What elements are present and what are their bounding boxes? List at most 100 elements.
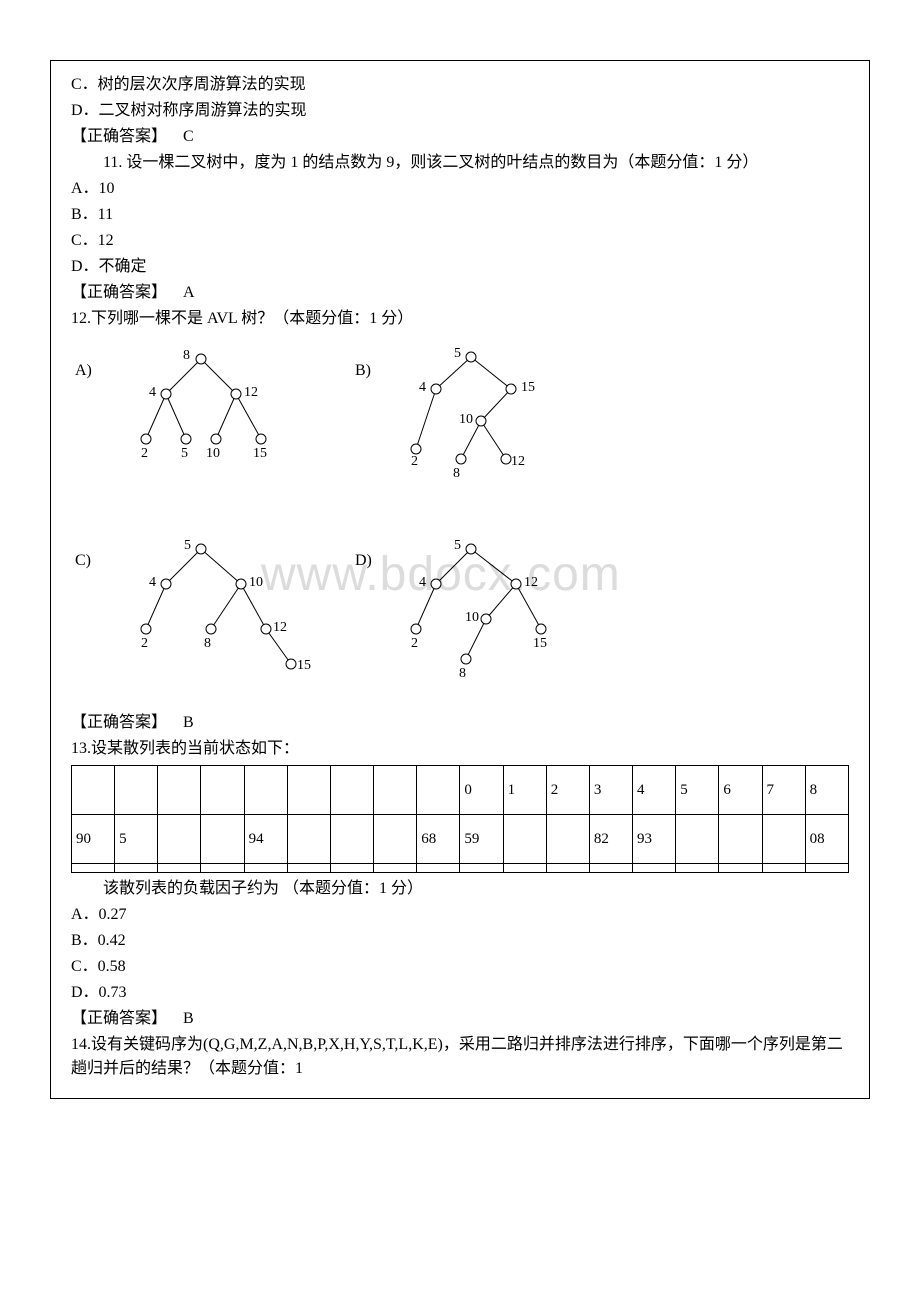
answer-value: B [183,1010,194,1027]
hash-cell [158,864,201,873]
hash-cell [676,864,719,873]
q11-option-b: B．11 [71,203,849,227]
hash-cell [287,864,330,873]
hash-cell [115,766,158,815]
svg-text:5: 5 [454,346,461,361]
hash-cell [805,864,848,873]
tree-c: C) 5410281215 [71,529,351,699]
svg-text:2: 2 [411,636,418,651]
answer-value: A [183,284,195,301]
hash-cell [201,864,244,873]
q13-stem: 13.设某散列表的当前状态如下： [71,737,849,761]
hash-cell [719,815,762,864]
exam-content: C．树的层次次序周游算法的实现 D．二叉树对称序周游算法的实现 【正确答案】 C… [50,60,870,1099]
hash-cell: 08 [805,815,848,864]
hash-cell: 7 [762,766,805,815]
svg-text:12: 12 [244,385,258,400]
svg-text:5: 5 [454,538,461,553]
hash-cell [633,864,676,873]
hash-table: 012345678 905946859829308 [71,765,849,873]
svg-text:12: 12 [273,620,287,635]
hash-row-spacer [72,864,849,873]
q12-stem: 12.下列哪一棵不是 AVL 树？（本题分值：1 分） [71,307,849,331]
hash-cell [417,766,460,815]
tree-a-svg: 8412251015 [71,339,351,509]
hash-row-index: 012345678 [72,766,849,815]
hash-cell [503,815,546,864]
tree-c-svg: 5410281215 [71,529,351,699]
q13-tail: 该散列表的负载因子约为 （本题分值：1 分） [71,877,849,901]
svg-text:2: 2 [411,454,418,469]
hash-cell [719,864,762,873]
svg-text:15: 15 [533,636,547,651]
svg-text:4: 4 [419,380,426,395]
svg-text:10: 10 [249,575,263,590]
hash-cell: 93 [633,815,676,864]
hash-cell: 3 [589,766,632,815]
hash-cell [374,766,417,815]
hash-row-values: 905946859829308 [72,815,849,864]
answer-label: 【正确答案】 [71,714,167,731]
svg-text:10: 10 [465,610,479,625]
hash-cell [676,815,719,864]
q10-option-d: D．二叉树对称序周游算法的实现 [71,99,849,123]
hash-cell: 90 [72,815,115,864]
svg-text:5: 5 [181,446,188,461]
q13-option-c: C．0.58 [71,955,849,979]
hash-cell [244,766,287,815]
hash-cell [158,766,201,815]
q11-stem: 11. 设一棵二叉树中，度为 1 的结点数为 9，则该二叉树的叶结点的数目为（本… [71,151,849,175]
q13-option-a: A．0.27 [71,903,849,927]
svg-text:8: 8 [459,666,466,681]
hash-cell: 59 [460,815,503,864]
q13-answer: 【正确答案】 B [71,1007,849,1031]
hash-cell [201,766,244,815]
svg-text:4: 4 [149,575,156,590]
hash-cell [374,864,417,873]
hash-cell [72,864,115,873]
svg-text:8: 8 [204,636,211,651]
hash-cell [244,864,287,873]
hash-cell [330,815,373,864]
svg-text:8: 8 [453,466,460,481]
hash-cell [158,815,201,864]
hash-cell [546,815,589,864]
tree-d: D) 5412210158 [351,529,631,699]
answer-label: 【正确答案】 [71,128,167,145]
hash-cell [287,815,330,864]
hash-cell: 8 [805,766,848,815]
hash-cell [115,864,158,873]
answer-value: C [183,128,194,145]
q12-answer: 【正确答案】 B [71,711,849,735]
svg-text:15: 15 [521,380,535,395]
tree-a: A) 8412251015 [71,339,351,509]
q14-stem: 14.设有关键码序为(Q,G,M,Z,A,N,B,P,X,H,Y,S,T,L,K… [71,1033,849,1081]
answer-label: 【正确答案】 [71,284,167,301]
svg-text:10: 10 [459,412,473,427]
hash-cell [503,864,546,873]
hash-cell [417,864,460,873]
hash-cell [546,864,589,873]
q10-option-c: C．树的层次次序周游算法的实现 [71,73,849,97]
q13-option-d: D．0.73 [71,981,849,1005]
answer-value: B [183,714,194,731]
hash-cell [762,864,805,873]
hash-cell: 94 [244,815,287,864]
q11-option-a: A．10 [71,177,849,201]
hash-cell: 1 [503,766,546,815]
hash-cell: 6 [719,766,762,815]
svg-text:12: 12 [511,454,525,469]
tree-b: B) 5415210812 [351,339,631,509]
hash-cell [460,864,503,873]
svg-text:4: 4 [149,385,156,400]
hash-cell [762,815,805,864]
q13-option-b: B．0.42 [71,929,849,953]
hash-cell [72,766,115,815]
hash-cell: 4 [633,766,676,815]
q11-option-d: D．不确定 [71,255,849,279]
hash-cell [330,864,373,873]
hash-cell [287,766,330,815]
q11-answer: 【正确答案】 A [71,281,849,305]
hash-cell [374,815,417,864]
svg-text:12: 12 [524,575,538,590]
